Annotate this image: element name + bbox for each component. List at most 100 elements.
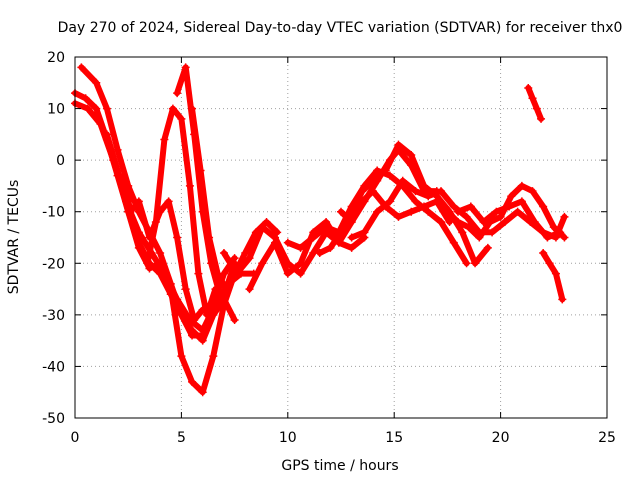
data-point xyxy=(537,114,546,123)
data-point xyxy=(222,285,231,294)
series-line-track-4 xyxy=(103,131,238,344)
data-point xyxy=(271,238,280,247)
data-point xyxy=(483,243,492,252)
data-point xyxy=(258,223,267,232)
x-tick-label: 15 xyxy=(385,430,403,446)
series-line-track-17 xyxy=(525,84,544,122)
data-point xyxy=(479,218,488,227)
data-point xyxy=(143,259,152,268)
data-point xyxy=(326,243,335,252)
data-point xyxy=(283,269,292,278)
y-tick-label: 20 xyxy=(47,50,65,66)
data-point xyxy=(160,135,169,144)
data-point xyxy=(394,212,403,221)
data-point xyxy=(77,63,86,72)
series-line-track-18 xyxy=(540,250,566,303)
data-point xyxy=(543,233,552,242)
data-point xyxy=(164,197,173,206)
data-point xyxy=(517,197,526,206)
data-point xyxy=(560,212,569,221)
data-point xyxy=(219,248,228,257)
data-point xyxy=(113,166,122,175)
series-line-track-5 xyxy=(120,172,206,323)
plot-frame xyxy=(74,56,608,419)
data-point xyxy=(358,187,367,196)
y-tick-label: 10 xyxy=(47,102,65,118)
data-point xyxy=(102,104,111,113)
data-point xyxy=(445,218,454,227)
data-point xyxy=(245,254,254,263)
data-point xyxy=(81,94,90,103)
data-point xyxy=(273,228,282,237)
data-point xyxy=(462,212,471,221)
data-point xyxy=(524,83,533,92)
data-point xyxy=(198,388,207,397)
data-point xyxy=(134,197,143,206)
data-point xyxy=(245,285,254,294)
data-point xyxy=(92,104,101,113)
data-point xyxy=(385,171,394,180)
data-point xyxy=(505,202,514,211)
data-point xyxy=(181,63,190,72)
data-point xyxy=(449,202,458,211)
data-point xyxy=(181,285,190,294)
data-point xyxy=(296,259,305,268)
data-point xyxy=(188,326,197,335)
data-point xyxy=(92,78,101,87)
data-point xyxy=(558,295,567,304)
data-point xyxy=(213,269,222,278)
data-point xyxy=(156,248,165,257)
data-point xyxy=(458,228,467,237)
series-line-track-8 xyxy=(189,105,238,293)
data-point xyxy=(513,207,522,216)
data-point xyxy=(185,181,194,190)
data-point xyxy=(102,130,111,139)
data-point xyxy=(424,207,433,216)
data-point xyxy=(475,233,484,242)
data-point xyxy=(296,243,305,252)
data-point xyxy=(528,94,537,103)
data-point xyxy=(432,197,441,206)
series-group xyxy=(71,63,569,397)
data-point xyxy=(202,310,211,319)
data-point xyxy=(411,197,420,206)
data-point xyxy=(188,104,197,113)
data-point xyxy=(471,259,480,268)
data-point xyxy=(198,336,207,345)
data-point xyxy=(437,187,446,196)
data-point xyxy=(419,181,428,190)
data-point xyxy=(398,176,407,185)
series-line-track-10 xyxy=(246,146,440,293)
data-point xyxy=(166,290,175,299)
data-point xyxy=(507,192,516,201)
data-point xyxy=(283,238,292,247)
y-axis-label: SDTVAR / TECUs xyxy=(6,180,22,295)
data-point xyxy=(215,290,224,299)
data-point xyxy=(126,207,135,216)
data-point xyxy=(419,202,428,211)
y-tick-label: -10 xyxy=(42,205,65,221)
series-line-track-13 xyxy=(338,188,453,225)
data-point xyxy=(385,197,394,206)
data-point xyxy=(560,233,569,242)
data-point xyxy=(241,248,250,257)
data-point xyxy=(394,140,403,149)
data-point xyxy=(232,269,241,278)
data-point xyxy=(156,269,165,278)
data-point xyxy=(488,228,497,237)
chart-title: Day 270 of 2024, Sidereal Day-to-day VTE… xyxy=(58,20,623,36)
data-point xyxy=(358,197,367,206)
data-point xyxy=(151,218,160,227)
data-point xyxy=(337,207,345,216)
data-point xyxy=(500,218,509,227)
data-point xyxy=(381,166,390,175)
data-point xyxy=(219,295,228,304)
data-point xyxy=(368,176,377,185)
y-tick-label: -50 xyxy=(42,411,65,427)
axes: 0 5 10 15 20 25 -50 -40 -30 -20 -10 0 10 20 xyxy=(42,50,616,446)
data-point xyxy=(209,352,218,361)
data-point xyxy=(449,238,458,247)
data-point xyxy=(407,207,416,216)
data-point xyxy=(492,207,501,216)
data-point xyxy=(230,316,239,325)
